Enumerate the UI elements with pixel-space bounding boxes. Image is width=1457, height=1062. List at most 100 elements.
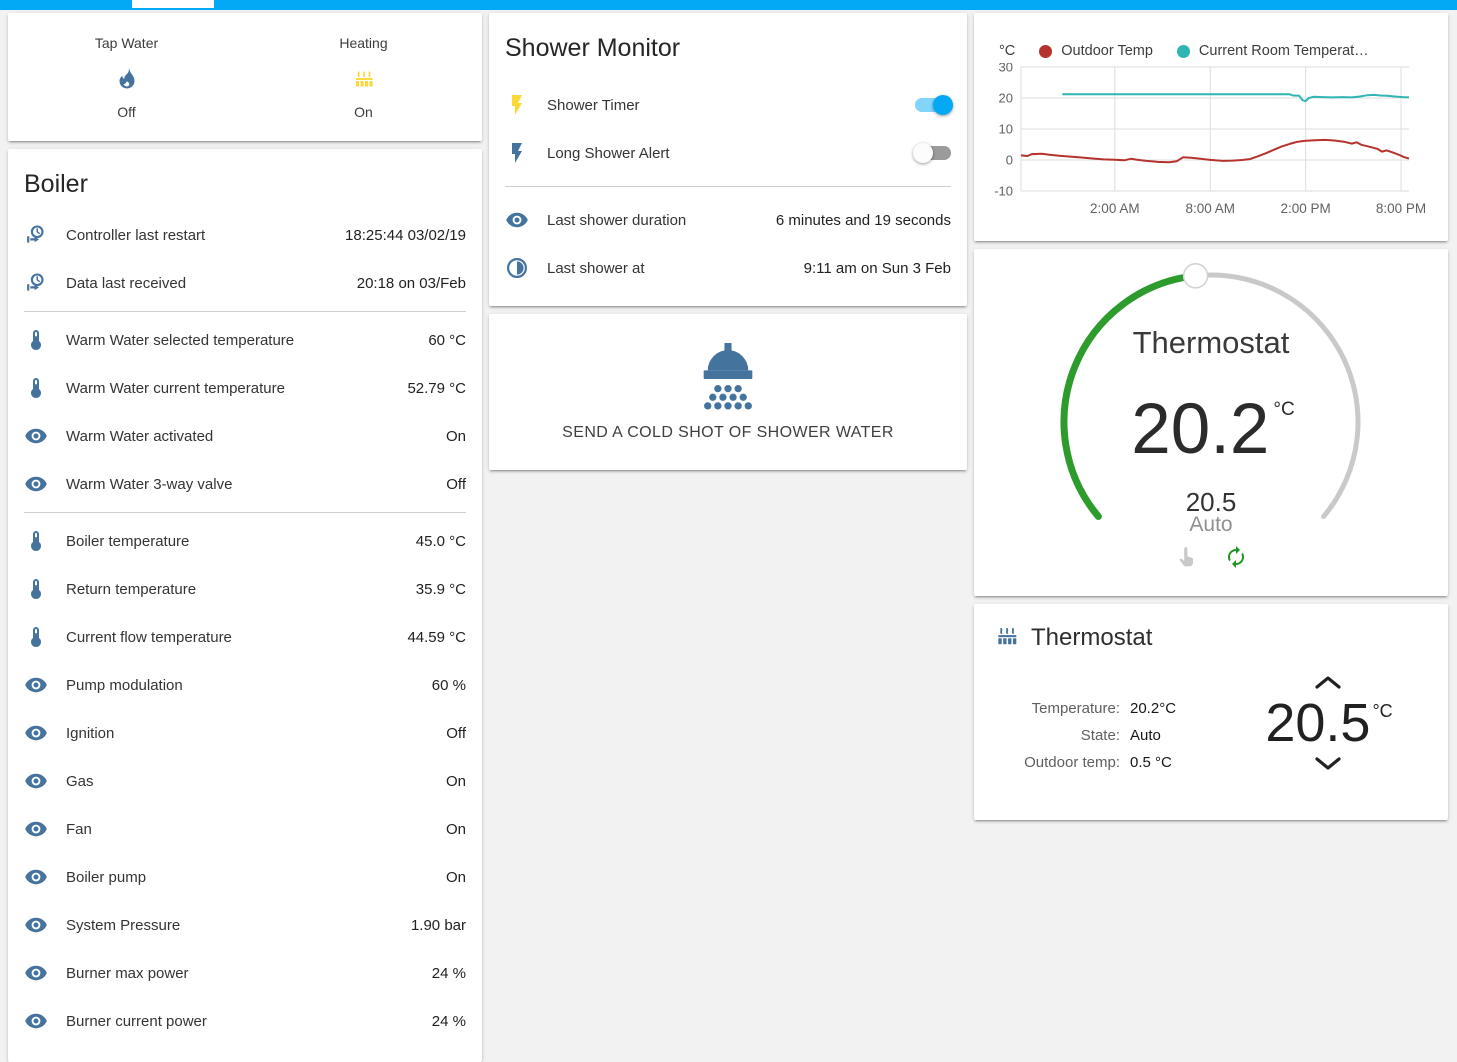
thermostat-control-card: Thermostat Temperature: 20.2°C State: Au… bbox=[974, 604, 1448, 820]
dial-target-temperature: 20.5 bbox=[1185, 487, 1237, 517]
entity-label: Burner current power bbox=[66, 1012, 207, 1030]
thermostat-dial-card: Thermostat 20.2 °C 20.5 Auto bbox=[974, 249, 1448, 596]
legend-dot bbox=[1039, 44, 1053, 58]
thermometer-icon bbox=[31, 330, 41, 350]
button-label: SEND A COLD SHOT OF SHOWER WATER bbox=[562, 423, 894, 441]
divider bbox=[24, 512, 466, 513]
entity-value: 1.90 bar bbox=[410, 916, 466, 934]
thermostat-info: Temperature: 20.2°C State: Auto Outdoor … bbox=[1008, 695, 1228, 776]
entity-row[interactable]: Burner current power 24 % bbox=[8, 997, 482, 1045]
entity-row[interactable]: Last shower duration 6 minutes and 19 sec… bbox=[489, 196, 967, 244]
auto-mode-button[interactable] bbox=[1224, 545, 1248, 569]
svg-text:30: 30 bbox=[999, 63, 1013, 75]
eye-icon bbox=[25, 821, 47, 837]
fire-icon bbox=[119, 67, 134, 88]
entity-row[interactable]: Boiler temperature 45.0 °C bbox=[8, 517, 482, 565]
svg-text:2:00 AM: 2:00 AM bbox=[1090, 201, 1140, 216]
entity-label: Long Shower Alert bbox=[547, 144, 670, 162]
entity-value: 18:25:44 03/02/19 bbox=[345, 226, 466, 244]
glance-item-tap-water[interactable]: Tap Water Off bbox=[8, 13, 245, 141]
svg-text:8:00 PM: 8:00 PM bbox=[1376, 201, 1426, 216]
entity-label: System Pressure bbox=[66, 916, 181, 934]
entity-row[interactable]: Data last received 20:18 on 03/Feb bbox=[8, 259, 482, 307]
entity-row[interactable]: System Pressure 1.90 bar bbox=[8, 901, 482, 949]
divider bbox=[24, 311, 466, 312]
entity-value: 60 % bbox=[431, 676, 466, 694]
entity-name: Heating bbox=[339, 34, 388, 51]
entity-row[interactable]: Warm Water current temperature 52.79 °C bbox=[8, 364, 482, 412]
dial-handle[interactable] bbox=[1182, 263, 1209, 289]
entity-toggle[interactable] bbox=[915, 95, 953, 115]
eye-icon bbox=[25, 1013, 47, 1029]
entity-label: Last shower at bbox=[547, 259, 645, 277]
eye-icon bbox=[506, 212, 528, 228]
boiler-card: Boiler Controller last restart 18:25:44 0… bbox=[8, 149, 482, 1062]
card-title: Boiler bbox=[24, 170, 88, 198]
active-tab-indicator[interactable] bbox=[132, 0, 214, 8]
eye-icon bbox=[25, 476, 47, 492]
entity-row[interactable]: Warm Water 3-way valve Off bbox=[8, 460, 482, 508]
divider bbox=[505, 186, 951, 187]
entity-row[interactable]: Controller last restart 18:25:44 03/02/19 bbox=[8, 211, 482, 259]
legend-item: Outdoor Temp bbox=[1039, 43, 1153, 59]
column-left: Tap Water Off Heating On Boiler Controll… bbox=[8, 13, 482, 1062]
svg-text:2:00 PM: 2:00 PM bbox=[1280, 201, 1330, 216]
dial-arc-active[interactable] bbox=[1060, 272, 1200, 520]
glance-item-heating[interactable]: Heating On bbox=[245, 13, 482, 141]
entity-value: 60 °C bbox=[428, 331, 466, 349]
entity-value: On bbox=[445, 868, 466, 886]
target-temperature-value: 20.5 °C bbox=[1265, 693, 1393, 753]
thermostat-dial bbox=[1060, 263, 1361, 520]
entity-row[interactable]: Fan On bbox=[8, 805, 482, 853]
axis-unit: °C bbox=[999, 43, 1016, 59]
card-title: Thermostat bbox=[1031, 623, 1153, 651]
decrease-temperature-button[interactable] bbox=[1304, 752, 1352, 775]
radiator-icon bbox=[998, 627, 1017, 645]
chevron-down-icon bbox=[1315, 757, 1341, 770]
entity-label: Gas bbox=[66, 772, 94, 790]
entity-row[interactable]: Warm Water activated On bbox=[8, 412, 482, 460]
boiler-rows: Controller last restart 18:25:44 03/02/19… bbox=[8, 211, 482, 1045]
entity-toggle[interactable] bbox=[913, 143, 951, 163]
entity-value: 24 % bbox=[431, 1012, 466, 1030]
hand-icon bbox=[1179, 547, 1193, 567]
series-line bbox=[1020, 138, 1410, 164]
entity-label: Warm Water selected temperature bbox=[66, 331, 295, 349]
entity-row[interactable]: Burner max power 24 % bbox=[8, 949, 482, 997]
legend-label: Current Room Temperat… bbox=[1198, 43, 1369, 59]
card-title: Shower Monitor bbox=[505, 34, 681, 62]
entity-name: Tap Water bbox=[94, 34, 159, 51]
increase-temperature-button[interactable] bbox=[1304, 671, 1352, 694]
eye-icon bbox=[25, 773, 47, 789]
eye-icon bbox=[25, 917, 47, 933]
entity-row[interactable]: Warm Water selected temperature 60 °C bbox=[8, 316, 482, 364]
clock-pie-icon bbox=[507, 258, 527, 278]
entity-label: Burner max power bbox=[66, 964, 189, 982]
shower-cold-shot-button-card[interactable]: SEND A COLD SHOT OF SHOWER WATER bbox=[489, 314, 967, 470]
autorenew-icon bbox=[1228, 546, 1244, 568]
entity-row[interactable]: Current flow temperature 44.59 °C bbox=[8, 613, 482, 661]
svg-text:0: 0 bbox=[1006, 153, 1013, 168]
entity-row[interactable]: Ignition Off bbox=[8, 709, 482, 757]
dial-arc-track[interactable] bbox=[1193, 272, 1361, 519]
eye-icon bbox=[25, 965, 47, 981]
svg-text:10: 10 bbox=[999, 122, 1013, 137]
entity-label: Current flow temperature bbox=[66, 628, 232, 646]
entity-row[interactable]: Boiler pump On bbox=[8, 853, 482, 901]
info-row: Temperature: 20.2°C bbox=[1031, 700, 1177, 717]
entity-label: Warm Water current temperature bbox=[66, 379, 285, 397]
entity-label: Controller last restart bbox=[66, 226, 206, 244]
entity-row[interactable]: Last shower at 9:11 am on Sun 3 Feb bbox=[489, 244, 967, 292]
shower-monitor-card: Shower Monitor Shower Timer Long Shower A… bbox=[489, 13, 967, 306]
dial-current-temperature: 20.2 °C bbox=[1131, 390, 1295, 469]
manual-mode-button[interactable] bbox=[1174, 545, 1198, 569]
card-header: Thermostat bbox=[994, 622, 1428, 653]
dial-unit: °C bbox=[1273, 399, 1295, 420]
entity-value: 35.9 °C bbox=[415, 580, 466, 598]
entity-row[interactable]: Gas On bbox=[8, 757, 482, 805]
entity-row[interactable]: Return temperature 35.9 °C bbox=[8, 565, 482, 613]
entity-label: Shower Timer bbox=[547, 96, 640, 114]
entity-row[interactable]: Pump modulation 60 % bbox=[8, 661, 482, 709]
legend-item: Current Room Temperat… bbox=[1176, 43, 1369, 59]
entity-label: Warm Water activated bbox=[66, 427, 214, 445]
